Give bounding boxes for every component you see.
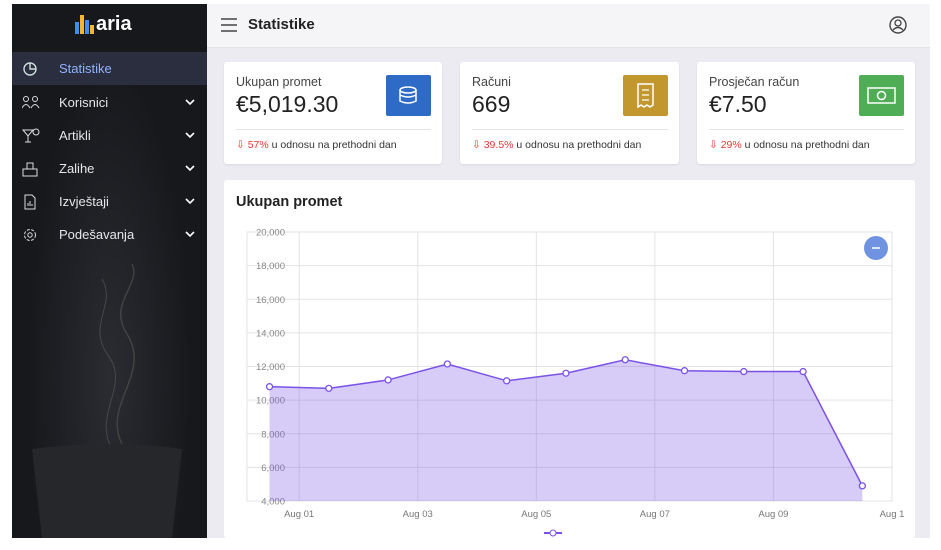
card-value: €5,019.30 xyxy=(236,91,339,117)
point xyxy=(325,384,333,393)
sidebar: aria Statistike Korisnici Artikli Zalihe… xyxy=(12,4,207,538)
y-tick-label: 6,000 xyxy=(261,463,285,474)
change-value: 29% xyxy=(720,139,742,151)
divider xyxy=(709,129,904,130)
menu-toggle[interactable] xyxy=(221,18,237,32)
chart-title: Ukupan promet xyxy=(236,194,343,210)
y-tick-label: 16,000 xyxy=(256,295,285,306)
y-tick-label: 20,000 xyxy=(256,228,285,239)
card-change: ⇩ 57% u odnosu na prethodni dan xyxy=(236,139,397,151)
change-note: u odnosu na prethodni dan xyxy=(271,139,397,151)
x-tick-label: Aug 09 xyxy=(758,509,788,520)
y-tick-label: 10,000 xyxy=(256,396,285,407)
card-title: Ukupan promet xyxy=(236,75,322,89)
divider xyxy=(236,129,431,130)
point xyxy=(443,360,452,368)
point xyxy=(562,369,570,377)
chevron xyxy=(185,132,195,139)
menu-label: Podešavanja xyxy=(59,227,135,242)
x-tick-label: Aug 05 xyxy=(521,509,551,520)
y-tick-label: 4,000 xyxy=(261,497,285,508)
menu-label: Izvještaji xyxy=(59,194,109,209)
chart-card: Ukupan promet 4,000 6,000 8,000 10,000 12,00… xyxy=(224,180,915,538)
card-value: 669 xyxy=(472,91,511,117)
x-tick-label: Aug 07 xyxy=(640,509,670,520)
menu-item[interactable]: Izvještaji xyxy=(12,185,207,218)
point xyxy=(384,376,392,384)
logo-text: aria xyxy=(96,13,132,35)
point xyxy=(503,377,511,385)
legend-marker-dot xyxy=(549,529,557,537)
card-icon xyxy=(386,75,431,116)
card-icon xyxy=(859,75,904,116)
top-bar: Statistike xyxy=(207,4,930,48)
x-tick-label: Aug 1 xyxy=(880,509,905,520)
x-tick-label: Aug 03 xyxy=(403,509,433,520)
y-tick-label: 18,000 xyxy=(256,261,285,272)
card-change: ⇩ 29% u odnosu na prethodni dan xyxy=(709,139,870,151)
menu-item[interactable]: Zalihe xyxy=(12,152,207,185)
point xyxy=(265,383,274,391)
stat-card: Prosječan račun €7.50 ⇩ 29% u odnosu na … xyxy=(697,62,915,164)
point xyxy=(680,367,689,375)
menu-label: Korisnici xyxy=(59,95,109,110)
point xyxy=(621,356,629,364)
change-note: u odnosu na prethodni dan xyxy=(744,139,870,151)
card-value: €7.50 xyxy=(709,91,767,117)
card-title: Prosječan račun xyxy=(709,75,800,89)
logo-icon xyxy=(75,15,94,34)
card-change: ⇩ 39.5% u odnosu na prethodni dan xyxy=(472,139,642,151)
icon xyxy=(23,62,37,76)
change-value: 39.5% xyxy=(483,139,514,151)
menu-label: Zalihe xyxy=(59,161,95,176)
icon xyxy=(22,162,38,177)
y-tick-label: 12,000 xyxy=(256,362,285,373)
page-title: Statistike xyxy=(248,16,315,33)
menu-label: Statistike xyxy=(59,61,112,76)
menu-item[interactable]: Korisnici xyxy=(12,86,207,119)
change-value: 57% xyxy=(247,139,269,151)
user-button[interactable] xyxy=(889,16,907,34)
icon xyxy=(24,229,36,241)
y-tick-label: 14,000 xyxy=(256,328,285,339)
area xyxy=(269,359,863,501)
card-icon xyxy=(623,75,668,116)
stat-card: Ukupan promet €5,019.30 ⇩ 57% u odnosu n… xyxy=(224,62,442,164)
point xyxy=(799,367,807,376)
point xyxy=(740,367,748,376)
divider xyxy=(472,129,668,130)
icon xyxy=(24,194,36,210)
y-tick-label: 8,000 xyxy=(261,429,285,440)
stat-card: Računi 669 ⇩ 39.5% u odnosu na prethodni… xyxy=(460,62,679,164)
menu-item[interactable]: Podešavanja xyxy=(12,218,207,251)
chevron xyxy=(185,198,195,205)
card-title: Računi xyxy=(472,75,511,89)
x-tick-label: Aug 01 xyxy=(284,509,314,520)
chart: Ukupan promet 4,000 6,000 8,000 10,000 12,00… xyxy=(236,194,905,537)
menu-label: Artikli xyxy=(59,128,91,143)
menu-item[interactable]: Statistike xyxy=(12,52,207,85)
icon xyxy=(22,128,40,143)
icon xyxy=(22,96,40,109)
smoke-decoration xyxy=(32,264,182,538)
chevron xyxy=(185,99,195,106)
point xyxy=(858,482,867,490)
chevron xyxy=(185,165,195,172)
change-note: u odnosu na prethodni dan xyxy=(516,139,642,151)
menu-item[interactable]: Artikli xyxy=(12,119,207,152)
chevron xyxy=(185,231,195,238)
